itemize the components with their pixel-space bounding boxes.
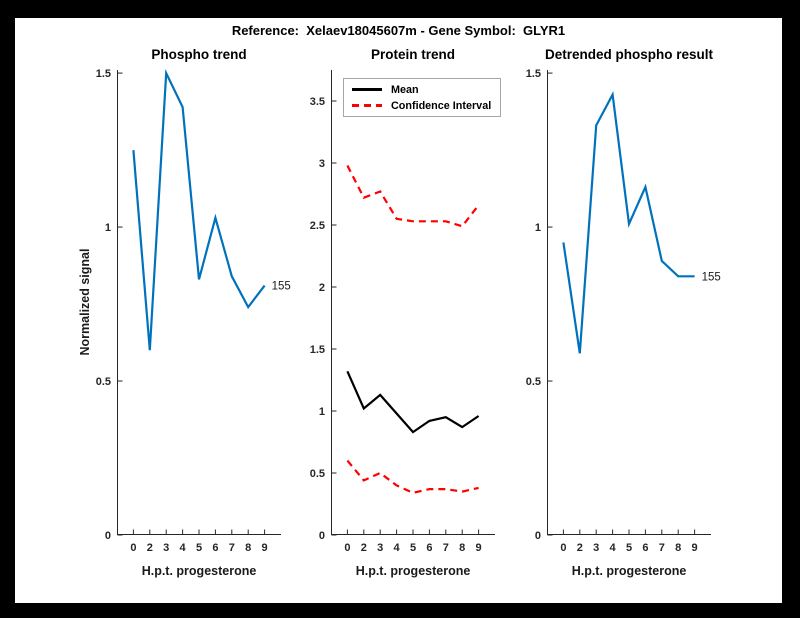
y-tick-label: 2 [319, 282, 325, 294]
x-tick-label: 4 [394, 542, 401, 554]
series-end-label: 155 [272, 281, 291, 293]
x-tick-label: 4 [180, 542, 187, 554]
legend-item-confidence-interval: Confidence Interval [352, 99, 491, 112]
y-tick-label: 0.5 [96, 376, 111, 388]
x-tick-label: 0 [130, 542, 136, 554]
x-tick-label: 6 [426, 542, 432, 554]
y-tick-label: 2.5 [310, 220, 325, 232]
legend-label-mean: Mean [391, 83, 419, 96]
y-tick-label: 0 [105, 530, 111, 542]
x-axis-label-phospho: H.p.t. progesterone [141, 564, 257, 578]
x-tick-label: 8 [459, 542, 465, 554]
y-tick-label: 3 [319, 158, 325, 170]
series-detrended-phospho [562, 91, 695, 354]
x-tick-label: 2 [361, 542, 367, 554]
y-tick-label: 1.5 [310, 344, 325, 356]
y-tick-label: 1.5 [96, 68, 111, 80]
legend-solid-line-sample [352, 88, 382, 91]
protein-trend-plot: 0 2 3 4 5 6 7 8 900.511.522.533.5 [310, 70, 495, 554]
x-tick-label: 3 [593, 542, 599, 554]
y-tick-label: 0 [535, 530, 541, 542]
series-confidence-interval-lower [346, 459, 479, 494]
y-tick-label: 1.5 [526, 68, 541, 80]
x-tick-label: 7 [229, 542, 235, 554]
legend-dashed-line-sample [352, 104, 382, 107]
x-tick-label: 4 [610, 542, 617, 554]
x-tick-label: 0 [560, 542, 566, 554]
legend: Mean Confidence Interval [343, 78, 502, 117]
x-tick-label: 7 [443, 542, 449, 554]
y-tick-label: 1 [319, 406, 325, 418]
x-axis-label-detrended: H.p.t. progesterone [571, 564, 687, 578]
x-tick-label: 9 [476, 542, 482, 554]
y-tick-label: 3.5 [310, 96, 325, 108]
x-tick-label: 5 [626, 542, 632, 554]
x-tick-label: 8 [675, 542, 681, 554]
x-tick-label: 5 [410, 542, 416, 554]
x-tick-label: 8 [245, 542, 251, 554]
x-tick-label: 2 [147, 542, 153, 554]
x-tick-label: 0 [344, 542, 350, 554]
figure-canvas: Reference: Xelaev18045607m - Gene Symbol… [15, 18, 782, 603]
figure-title: Reference: Xelaev18045607m - Gene Symbol… [231, 23, 566, 38]
x-tick-label: 3 [377, 542, 383, 554]
x-tick-label: 6 [642, 542, 648, 554]
series-confidence-interval-upper [346, 165, 480, 228]
y-tick-label: 1 [535, 222, 541, 234]
y-tick-label: 0 [319, 530, 325, 542]
subplot-title-phospho-trend: Phospho trend [151, 47, 247, 62]
x-tick-label: 9 [262, 542, 268, 554]
x-axis-label-protein: H.p.t. progesterone [355, 564, 471, 578]
x-tick-label: 3 [163, 542, 169, 554]
x-tick-label: 9 [692, 542, 698, 554]
x-tick-label: 7 [659, 542, 665, 554]
series-mean [346, 370, 480, 434]
x-tick-label: 6 [212, 542, 218, 554]
x-tick-label: 2 [577, 542, 583, 554]
subplot-title-detrended-phospho: Detrended phospho result [544, 47, 713, 62]
y-tick-label: 0.5 [310, 468, 325, 480]
series-end-label: 155 [702, 271, 721, 283]
subplot-title-protein-trend: Protein trend [370, 47, 455, 62]
legend-label-confidence-interval: Confidence Interval [391, 99, 492, 112]
y-tick-label: 0.5 [526, 376, 541, 388]
x-tick-label: 5 [196, 542, 202, 554]
legend-item-mean: Mean [352, 83, 491, 96]
y-tick-label: 1 [105, 222, 111, 234]
series-phospho-signal [132, 68, 266, 351]
